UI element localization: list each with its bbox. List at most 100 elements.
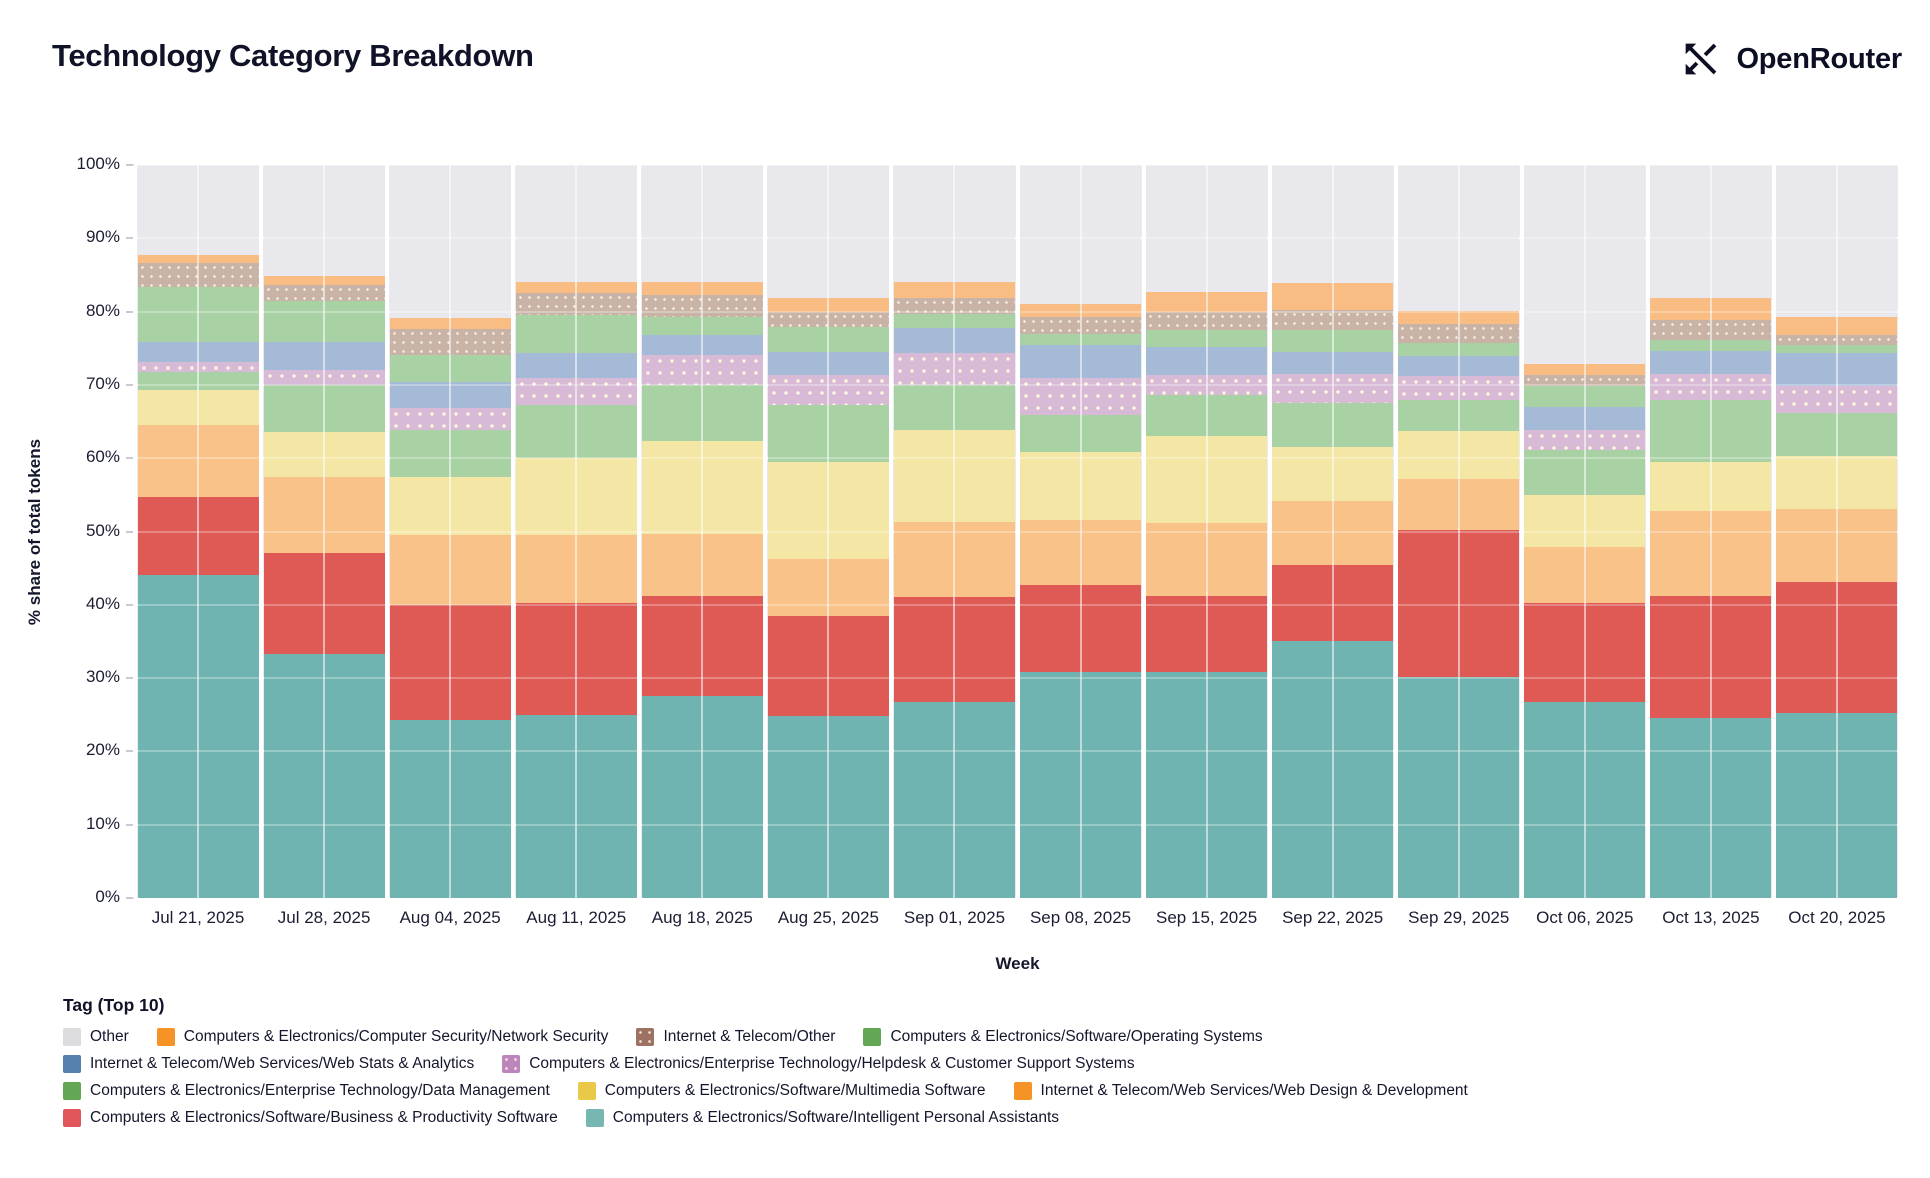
legend-item[interactable]: Internet & Telecom/Web Services/Web Stat… <box>63 1055 474 1073</box>
legend-swatch-icon <box>577 1082 596 1100</box>
legend-item[interactable]: Other <box>63 1028 129 1046</box>
gridline-v-center <box>701 165 704 898</box>
x-tick-label: Aug 18, 2025 <box>651 908 753 927</box>
gridline-v <box>637 165 642 898</box>
legend-label: Computers & Electronics/Enterprise Techn… <box>529 1055 1135 1072</box>
gridline-h-overlay <box>135 823 1900 826</box>
legend-swatch-icon <box>863 1028 882 1046</box>
y-tick-label: 20% <box>30 740 134 760</box>
legend-swatch-icon <box>63 1055 81 1073</box>
legend-item[interactable]: Computers & Electronics/Software/Intelli… <box>585 1109 1060 1127</box>
legend-label: Computers & Electronics/Software/Intelli… <box>612 1109 1060 1126</box>
y-tick-label: 30% <box>30 667 134 687</box>
y-tick-label: 60% <box>30 447 134 467</box>
legend-label: Computers & Electronics/Software/Multime… <box>604 1082 986 1099</box>
legend-item[interactable]: Internet & Telecom/Other <box>636 1028 835 1046</box>
x-tick-label: Aug 04, 2025 <box>399 908 501 927</box>
legend-item[interactable]: Computers & Electronics/Enterprise Techn… <box>63 1082 550 1100</box>
gridline-v <box>889 165 894 898</box>
openrouter-logo-text: OpenRouter <box>1736 42 1902 75</box>
gridline-v-center <box>197 165 200 898</box>
legend-label: Other <box>90 1028 129 1045</box>
legend-swatch-icon <box>156 1028 175 1046</box>
gridline-v-center <box>1709 165 1712 898</box>
gridline-h-overlay <box>135 530 1900 533</box>
gridline-v-center <box>1583 165 1586 898</box>
x-tick-label: Jul 21, 2025 <box>151 908 245 927</box>
legend: Tag (Top 10) Other Computers & Electronic… <box>63 995 1468 1136</box>
gridline-v <box>259 165 264 898</box>
legend-label: Computers & Electronics/Enterprise Techn… <box>90 1082 550 1099</box>
x-tick-label: Sep 29, 2025 <box>1408 908 1510 927</box>
gridline-v <box>1645 165 1650 898</box>
x-tick-label: Sep 15, 2025 <box>1156 908 1258 927</box>
legend-swatch-icon <box>63 1028 81 1046</box>
legend-title: Tag (Top 10) <box>63 995 165 1015</box>
openrouter-logo: OpenRouter <box>1678 36 1902 82</box>
gridline-v-center <box>1835 165 1838 898</box>
x-tick-label: Aug 11, 2025 <box>526 908 627 927</box>
legend-item[interactable]: Computers & Electronics/Computer Securit… <box>156 1028 608 1046</box>
y-tick-label: 50% <box>30 521 134 541</box>
x-tick-label: Sep 08, 2025 <box>1029 908 1132 927</box>
gridline-h-overlay <box>135 310 1900 313</box>
legend-row: Internet & Telecom/Web Services/Web Stat… <box>63 1055 1468 1073</box>
page-title: Technology Category Breakdown <box>52 38 534 73</box>
legend-label: Computers & Electronics/Software/Operati… <box>890 1028 1263 1045</box>
legend-item[interactable]: Computers & Electronics/Enterprise Techn… <box>502 1055 1135 1073</box>
gridline-v <box>385 165 390 898</box>
x-tick-label: Aug 25, 2025 <box>777 908 879 927</box>
gridline-v-center <box>1331 165 1334 898</box>
gridline-v <box>1015 165 1020 898</box>
legend-item[interactable]: Computers & Electronics/Software/Busines… <box>63 1109 558 1127</box>
gridline-h-overlay <box>135 677 1900 680</box>
gridline-v-center <box>575 165 578 898</box>
gridline-h-overlay <box>135 457 1900 460</box>
gridline-v <box>511 165 516 898</box>
legend-swatch-icon <box>636 1028 655 1046</box>
legend-label: Internet & Telecom/Web Services/Web Stat… <box>90 1055 475 1072</box>
x-tick-label: Jul 28, 2025 <box>277 908 371 927</box>
legend-swatch-icon <box>585 1109 604 1127</box>
gridline-v <box>1393 165 1398 898</box>
legend-label: Computers & Electronics/Software/Busines… <box>90 1109 558 1126</box>
legend-row: Computers & Electronics/Software/Busines… <box>63 1109 1468 1127</box>
legend-row: Computers & Electronics/Enterprise Techn… <box>63 1082 1468 1100</box>
gridline-v-center <box>1205 165 1208 898</box>
x-tick-label: Sep 01, 2025 <box>903 908 1006 927</box>
y-tick-label: 90% <box>30 227 134 247</box>
gridline-v <box>763 165 768 898</box>
gridline-h <box>135 897 1900 899</box>
legend-item[interactable]: Internet & Telecom/Web Services/Web Desi… <box>1013 1082 1468 1100</box>
gridline-h-overlay <box>135 164 1900 166</box>
y-tick-label: 10% <box>30 814 134 834</box>
gridline-v <box>133 165 137 898</box>
openrouter-logo-icon <box>1678 36 1724 82</box>
gridline-v <box>1267 165 1272 898</box>
legend-item[interactable]: Computers & Electronics/Software/Multime… <box>577 1082 986 1100</box>
legend-swatch-icon <box>63 1109 81 1127</box>
gridline-v-center <box>953 165 956 898</box>
gridline-h-overlay <box>135 603 1900 606</box>
legend-swatch-icon <box>502 1055 521 1073</box>
y-tick-label: 100% <box>30 154 134 174</box>
gridline-v-center <box>827 165 830 898</box>
y-tick-label: 40% <box>30 594 134 614</box>
gridline-v <box>1771 165 1776 898</box>
x-tick-label: Oct 20, 2025 <box>1788 908 1886 927</box>
legend-label: Internet & Telecom/Web Services/Web Desi… <box>1040 1082 1468 1099</box>
gridline-h-overlay <box>135 750 1900 753</box>
x-tick-label: Sep 22, 2025 <box>1282 908 1384 927</box>
gridline-v <box>1898 165 1902 898</box>
legend-item[interactable]: Computers & Electronics/Software/Operati… <box>863 1028 1263 1046</box>
x-axis-title: Week <box>995 954 1040 973</box>
x-tick-label: Oct 13, 2025 <box>1662 908 1760 927</box>
gridline-v <box>1141 165 1146 898</box>
y-tick-label: 70% <box>30 374 134 394</box>
gridline-v-center <box>1457 165 1460 898</box>
legend-swatch-icon <box>1013 1082 1032 1100</box>
gridline-h-overlay <box>135 237 1900 240</box>
gridline-h-overlay <box>135 383 1900 386</box>
y-tick-label: 80% <box>30 301 134 321</box>
